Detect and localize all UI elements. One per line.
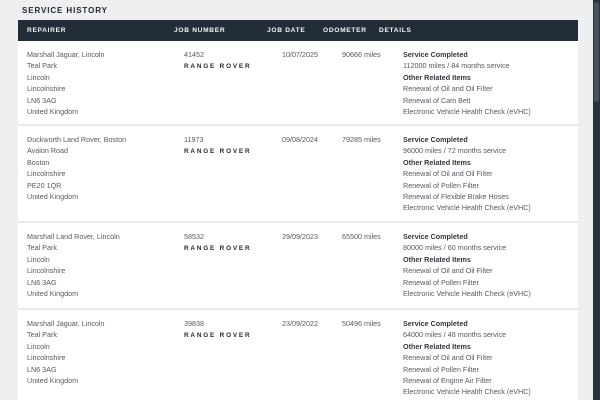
table-row: Marshall Land Rover, Lincoln Teal Park L… [18,223,578,310]
job-number-cell: 11973 RANGE ROVER [184,134,282,212]
page-title: SERVICE HISTORY [22,6,108,15]
job-date: 09/08/2024 [282,135,318,144]
related-items-list: Renewal of Oil and Oil Filter Renewal of… [403,266,531,299]
column-header-odometer: ODOMETER [323,27,367,34]
job-number: 58532 [184,232,204,241]
service-interval: 96000 miles / 72 months service [403,146,507,156]
related-items-heading: Other Related Items [403,157,471,167]
column-header-job-number: JOB NUMBER [174,27,226,34]
related-items-list: Renewal of Oil and Oil Filter Renewal of… [403,353,531,397]
details-cell: Service Completed 96000 miles / 72 month… [403,134,578,212]
job-number-cell: 39838 RANGE ROVER [184,318,282,398]
job-number: 11973 [184,135,204,144]
job-date: 23/09/2022 [282,319,318,328]
odometer: 79285 miles [342,135,381,144]
service-interval: 112000 miles / 84 months service [403,61,510,71]
range-rover-logo: RANGE ROVER [184,148,252,156]
service-interval: 80000 miles / 60 months service [403,243,507,253]
odometer: 90666 miles [342,50,381,59]
table-header-row: REPAIRER JOB NUMBER JOB DATE ODOMETER DE… [18,20,578,41]
related-items-list: Renewal of Oil and Oil Filter Renewal of… [403,84,531,117]
service-history-table: REPAIRER JOB NUMBER JOB DATE ODOMETER DE… [18,20,578,400]
repairer-address: Marshall Land Rover, Lincoln Teal Park L… [27,232,120,299]
related-items-heading: Other Related Items [403,72,471,82]
service-status: Service Completed [403,50,468,59]
range-rover-logo: RANGE ROVER [184,63,252,71]
service-interval: 64000 miles / 48 months service [403,330,507,340]
odometer: 50496 miles [342,319,381,328]
job-date: 10/07/2025 [282,50,318,59]
related-items-list: Renewal of Oil and Oil Filter Renewal of… [403,169,531,213]
job-number: 39838 [184,319,204,328]
table-row: Marshall Jaguar, Lincoln Teal Park Linco… [18,41,578,126]
job-number-cell: 58532 RANGE ROVER [184,231,282,299]
job-number: 41452 [184,50,204,59]
details-cell: Service Completed 80000 miles / 60 month… [403,231,578,299]
column-header-details: DETAILS [379,27,412,34]
job-date: 29/09/2023 [282,232,318,241]
vertical-scrollbar[interactable] [593,0,600,400]
odometer: 65500 miles [342,232,381,241]
column-header-repairer: REPAIRER [27,27,67,34]
range-rover-logo: RANGE ROVER [184,245,252,253]
table-row: Duckworth Land Rover, Boston Avalon Road… [18,126,578,223]
repairer-address: Duckworth Land Rover, Boston Avalon Road… [27,135,127,202]
job-number-cell: 41452 RANGE ROVER [184,49,282,115]
range-rover-logo: RANGE ROVER [184,332,252,340]
service-status: Service Completed [403,135,468,144]
repairer-address: Marshall Jaguar, Lincoln Teal Park Linco… [27,50,105,117]
details-cell: Service Completed 64000 miles / 48 month… [403,318,578,398]
related-items-heading: Other Related Items [403,254,471,264]
column-header-job-date: JOB DATE [267,27,306,34]
related-items-heading: Other Related Items [403,341,471,351]
service-status: Service Completed [403,319,468,328]
details-cell: Service Completed 112000 miles / 84 mont… [403,49,578,117]
repairer-address: Marshall Jaguar, Lincoln Teal Park Linco… [27,319,105,386]
table-row: Marshall Jaguar, Lincoln Teal Park Linco… [18,310,578,400]
scrollbar-thumb[interactable] [594,2,599,102]
service-status: Service Completed [403,232,468,241]
